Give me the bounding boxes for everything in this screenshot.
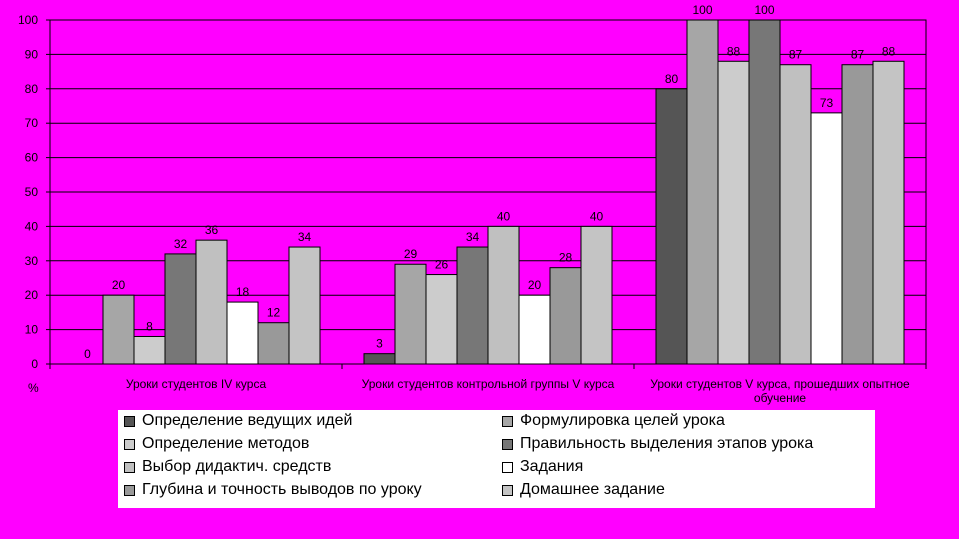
y-tick-label: 40 bbox=[25, 219, 39, 233]
y-tick-label: 10 bbox=[25, 323, 39, 337]
legend-swatch bbox=[502, 461, 513, 473]
legend-label: Определение ведущих идей bbox=[142, 412, 353, 429]
bar bbox=[655, 88, 688, 365]
bar bbox=[779, 64, 812, 365]
bar bbox=[549, 267, 582, 365]
bar bbox=[686, 19, 719, 365]
legend-swatch bbox=[124, 461, 135, 473]
legend-swatch bbox=[124, 415, 135, 427]
data-label: 32 bbox=[174, 237, 188, 251]
data-label: 34 bbox=[466, 230, 480, 244]
bar bbox=[810, 112, 843, 365]
bar bbox=[288, 246, 321, 365]
x-axis-categories: Уроки студентов IV курса Уроки студентов … bbox=[126, 377, 910, 405]
legend-item: Правильность выделения этапов урока bbox=[502, 435, 813, 453]
legend-item: Определение ведущих идей bbox=[124, 412, 352, 430]
y-tick-label: 100 bbox=[18, 13, 38, 27]
bar bbox=[363, 353, 396, 365]
y-tick-label: 90 bbox=[25, 47, 39, 61]
data-label: 18 bbox=[236, 285, 250, 299]
bar bbox=[456, 246, 489, 365]
legend-label: Выбор дидактич. средств bbox=[142, 458, 332, 475]
bars bbox=[102, 19, 905, 365]
x-category-label: Уроки студентов контрольной группы V кур… bbox=[362, 377, 615, 391]
x-category-label: Уроки студентов IV курса bbox=[126, 377, 267, 391]
bar bbox=[133, 335, 166, 365]
data-label: 3 bbox=[376, 337, 383, 351]
data-label: 29 bbox=[404, 247, 418, 261]
data-label: 80 bbox=[665, 72, 679, 86]
data-label: 88 bbox=[727, 44, 741, 58]
y-tick-label: 0 bbox=[31, 357, 38, 371]
data-label: 40 bbox=[497, 209, 511, 223]
y-tick-label: 30 bbox=[25, 254, 39, 268]
data-label: 87 bbox=[789, 48, 803, 62]
y-tick-label: 20 bbox=[25, 288, 39, 302]
data-label: 28 bbox=[559, 251, 573, 265]
data-label: 100 bbox=[754, 3, 774, 17]
bar bbox=[164, 253, 197, 365]
legend-item: Определение методов bbox=[124, 435, 309, 453]
data-label: 0 bbox=[84, 347, 91, 361]
legend-swatch bbox=[502, 415, 513, 427]
bar bbox=[394, 263, 427, 365]
y-tick-label: 80 bbox=[25, 82, 39, 96]
legend-item: Формулировка целей урока bbox=[502, 412, 725, 430]
data-label: 100 bbox=[692, 3, 712, 17]
legend-label: Правильность выделения этапов урока bbox=[520, 435, 814, 452]
legend-item: Домашнее задание bbox=[502, 481, 665, 499]
y-tick-label: 60 bbox=[25, 151, 39, 165]
bar bbox=[487, 225, 520, 365]
data-label: 20 bbox=[112, 278, 126, 292]
y-tick-label: 50 bbox=[25, 185, 39, 199]
data-labels: 0 20 8 32 36 18 12 34 3 29 26 34 40 20 28 40 80 100 88 100 8… bbox=[84, 3, 895, 361]
data-label: 73 bbox=[820, 96, 834, 110]
y-axis-label: % bbox=[28, 381, 39, 395]
data-label: 26 bbox=[435, 258, 449, 272]
legend-item: Задания bbox=[502, 458, 583, 476]
legend-label: Домашнее задание bbox=[520, 481, 665, 498]
bar bbox=[580, 225, 613, 365]
legend: Определение ведущих идей Формулировка цел… bbox=[118, 410, 875, 508]
legend-label: Глубина и точность выводов по уроку bbox=[142, 481, 422, 498]
bar bbox=[425, 274, 458, 365]
bar bbox=[195, 239, 228, 365]
data-label: 8 bbox=[146, 319, 153, 333]
bar bbox=[257, 322, 290, 365]
bar bbox=[102, 294, 135, 365]
bar bbox=[748, 19, 781, 365]
y-tick-label: 70 bbox=[25, 116, 39, 130]
data-label: 36 bbox=[205, 223, 219, 237]
legend-label: Задания bbox=[520, 458, 584, 475]
data-label: 12 bbox=[267, 306, 281, 320]
legend-label: Формулировка целей урока bbox=[520, 412, 725, 429]
bar bbox=[226, 301, 259, 365]
legend-item: Глубина и точность выводов по уроку bbox=[124, 481, 422, 499]
data-label: 40 bbox=[590, 209, 604, 223]
data-label: 20 bbox=[528, 278, 542, 292]
legend-swatch bbox=[502, 438, 513, 450]
data-label: 87 bbox=[851, 48, 865, 62]
bar bbox=[841, 64, 874, 365]
legend-swatch bbox=[124, 438, 135, 450]
x-category-label: Уроки студентов V курса, прошедших опытн… bbox=[650, 377, 910, 405]
data-label: 34 bbox=[298, 230, 312, 244]
data-label: 88 bbox=[882, 44, 896, 58]
bar bbox=[872, 60, 905, 365]
bar bbox=[717, 60, 750, 365]
legend-label: Определение методов bbox=[142, 435, 310, 452]
legend-item: Выбор дидактич. средств bbox=[124, 458, 331, 476]
bar bbox=[518, 294, 551, 365]
legend-swatch bbox=[502, 484, 513, 496]
legend-swatch bbox=[124, 484, 135, 496]
